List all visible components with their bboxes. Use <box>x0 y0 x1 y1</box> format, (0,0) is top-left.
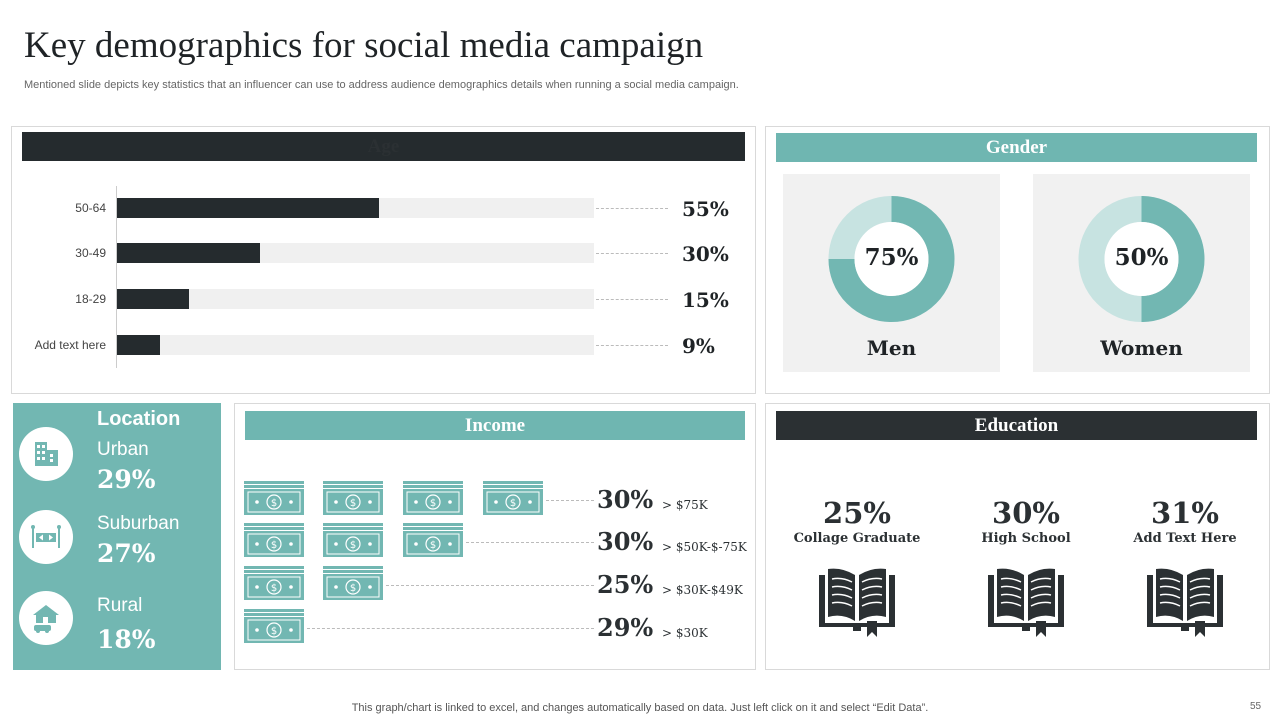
education-value: 31% <box>1151 496 1219 530</box>
location-header: Location <box>97 408 181 430</box>
gender-donut <box>828 196 955 322</box>
money-bill-icon: $ <box>323 566 383 600</box>
age-value-label: 15% <box>682 288 729 312</box>
age-header: Age <box>22 132 745 161</box>
education-value: 25% <box>823 496 891 530</box>
house-car-icon <box>33 605 59 633</box>
age-leader-line <box>596 253 668 254</box>
suburban-value: 27% <box>97 539 156 568</box>
gender-card: 50% Women <box>1033 174 1250 372</box>
donut-slice <box>1140 196 1205 322</box>
money-bill-icon: $ <box>483 481 543 515</box>
education-value: 30% <box>992 496 1060 530</box>
footnote: This graph/chart is linked to excel, and… <box>351 702 929 714</box>
svg-text:$: $ <box>271 540 277 551</box>
urban-icon-circle <box>19 427 73 481</box>
age-bar-track <box>117 335 594 355</box>
svg-text:$: $ <box>350 583 356 594</box>
income-value: 29% <box>597 613 654 642</box>
income-panel <box>234 403 756 670</box>
age-bar <box>117 198 380 218</box>
age-leader-line <box>596 299 668 300</box>
income-range-label: > $75K <box>662 498 708 512</box>
income-header: Income <box>245 411 745 440</box>
age-value-label: 30% <box>682 242 729 266</box>
income-range-label: > $50K-$-75K <box>662 540 747 554</box>
age-axis-line <box>116 186 117 368</box>
age-bar <box>117 289 189 309</box>
age-category-label: 18-29 <box>75 292 106 306</box>
income-leader-line <box>466 542 594 543</box>
age-bar-track <box>117 198 594 218</box>
income-range-label: > $30K <box>662 626 708 640</box>
building-icon <box>35 442 58 466</box>
road-sign-icon <box>31 525 61 548</box>
page-subtitle: Mentioned slide depicts key statistics t… <box>24 79 739 91</box>
page-number: 55 <box>1250 701 1262 712</box>
income-leader-line <box>307 628 594 629</box>
age-bar <box>117 335 160 355</box>
donut-slice <box>828 196 955 322</box>
income-value: 30% <box>597 485 654 514</box>
age-bar-track <box>117 243 594 263</box>
age-bar-track <box>117 289 594 309</box>
income-range-label: > $30K-$49K <box>662 583 743 597</box>
book-icon <box>819 568 895 637</box>
money-bill-icon: $ <box>323 481 383 515</box>
education-label: Add Text Here <box>1133 531 1237 546</box>
age-category-label: 30-49 <box>75 246 106 260</box>
svg-text:$: $ <box>350 498 356 509</box>
donut-hole <box>1104 222 1179 296</box>
svg-text:$: $ <box>350 540 356 551</box>
education-label: High School <box>981 531 1071 546</box>
income-value: 25% <box>597 570 654 599</box>
age-category-label: 50-64 <box>75 201 106 215</box>
age-bar <box>117 243 261 263</box>
svg-text:$: $ <box>271 626 277 637</box>
income-leader-line <box>386 585 594 586</box>
income-value: 30% <box>597 527 654 556</box>
book-icon <box>1147 568 1223 637</box>
urban-value: 29% <box>97 465 156 494</box>
money-bill-icon: $ <box>403 523 463 557</box>
age-leader-line <box>596 208 668 209</box>
svg-text:$: $ <box>271 498 277 509</box>
svg-text:$: $ <box>510 498 516 509</box>
money-bill-icon: $ <box>244 523 304 557</box>
location-panel: Location Urban 29% Suburban 27% <box>13 403 221 670</box>
age-value-label: 55% <box>682 197 729 221</box>
money-bill-icon: $ <box>244 481 304 515</box>
urban-label: Urban <box>97 439 149 460</box>
suburban-icon-circle <box>19 510 73 564</box>
donut-hole <box>854 222 929 296</box>
money-bill-icon: $ <box>323 523 383 557</box>
age-value-label: 9% <box>682 334 715 358</box>
money-bill-icon: $ <box>244 566 304 600</box>
money-bill-icon: $ <box>244 609 304 643</box>
gender-name: Men <box>866 336 917 360</box>
svg-text:$: $ <box>430 540 436 551</box>
rural-value: 18% <box>97 625 156 654</box>
age-category-label: Add text here <box>34 338 106 352</box>
education-header: Education <box>776 411 1257 440</box>
gender-card: 75% Men <box>783 174 1000 372</box>
gender-percent: 50% <box>1114 244 1169 271</box>
income-leader-line <box>546 500 594 501</box>
svg-text:$: $ <box>271 583 277 594</box>
gender-percent: 75% <box>864 244 919 271</box>
rural-icon-circle <box>19 591 73 645</box>
age-leader-line <box>596 345 668 346</box>
gender-name: Women <box>1100 336 1183 360</box>
gender-header: Gender <box>776 133 1257 162</box>
gender-donut <box>1078 196 1205 322</box>
suburban-label: Suburban <box>97 513 180 534</box>
book-icon <box>988 568 1064 637</box>
svg-text:$: $ <box>430 498 436 509</box>
rural-label: Rural <box>97 595 143 616</box>
money-bill-icon: $ <box>403 481 463 515</box>
page-title: Key demographics for social media campai… <box>24 25 704 66</box>
education-label: Collage Graduate <box>793 531 921 546</box>
